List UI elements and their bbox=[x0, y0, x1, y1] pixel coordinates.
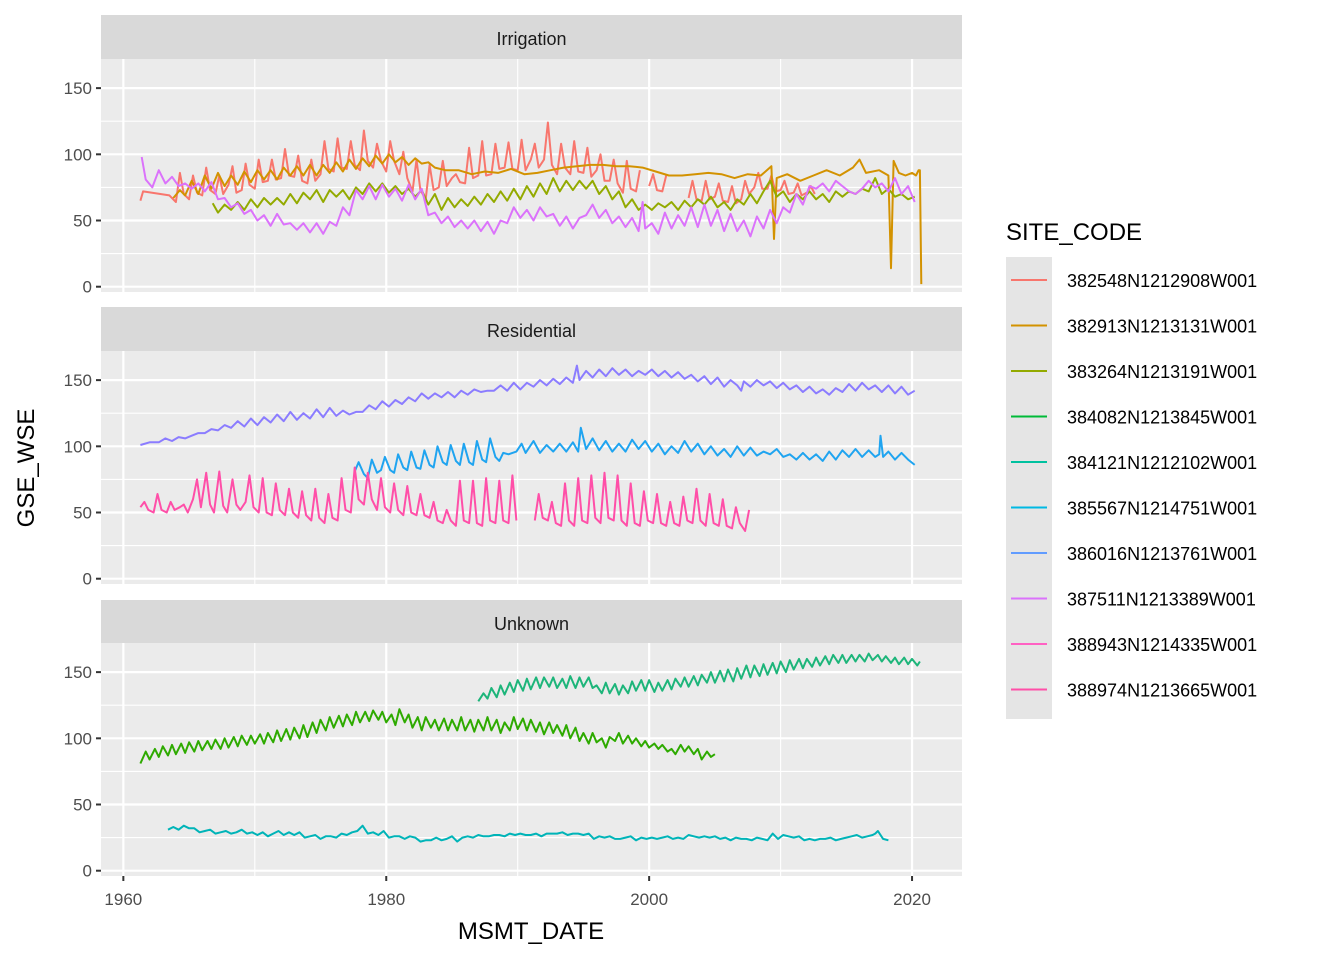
series-line-382913N1213131W001 bbox=[172, 153, 923, 285]
x-axis: 1960 1980 2000 2020 bbox=[104, 876, 931, 909]
y-tick-label: 50 bbox=[73, 504, 92, 523]
x-axis-title: MSMT_DATE bbox=[458, 918, 604, 945]
legend-key-background bbox=[1006, 257, 1052, 719]
legend-item: 385567N1214751W001 bbox=[1011, 499, 1257, 519]
x-tick-label: 1980 bbox=[367, 890, 405, 909]
panel-residential: Residential 0 50 100 150 bbox=[64, 307, 962, 589]
series-line-387511N1213389W001 bbox=[140, 364, 916, 446]
panel-unknown: Unknown 0 50 100 150 bbox=[64, 600, 962, 881]
y-tick-label: 0 bbox=[83, 862, 92, 881]
strip-background bbox=[101, 600, 962, 644]
series-line-385567N1214751W001 bbox=[167, 824, 889, 843]
legend-item: 388943N1214335W001 bbox=[1011, 635, 1257, 655]
legend-label: 388943N1214335W001 bbox=[1067, 635, 1257, 655]
series-line-388943N1214335W001 bbox=[140, 156, 916, 238]
legend-label: 386016N1213761W001 bbox=[1067, 544, 1257, 564]
legend-label: 382548N1212908W001 bbox=[1067, 271, 1257, 291]
series-line-386016N1213761W001 bbox=[353, 426, 916, 480]
strip-background bbox=[101, 307, 962, 351]
legend-title: SITE_CODE bbox=[1006, 219, 1142, 246]
y-tick-label: 50 bbox=[73, 796, 92, 815]
legend-label: 384121N1212102W001 bbox=[1067, 453, 1257, 473]
panel-background bbox=[101, 643, 962, 876]
y-axis-title: GSE_WSE bbox=[13, 409, 40, 528]
strip-background bbox=[101, 15, 962, 59]
y-tick-label: 100 bbox=[64, 437, 92, 456]
x-tick-label: 2020 bbox=[893, 890, 931, 909]
y-tick-label: 150 bbox=[64, 371, 92, 390]
legend-label: 388974N1213665W001 bbox=[1067, 681, 1257, 701]
legend-label: 383264N1213191W001 bbox=[1067, 362, 1257, 382]
x-tick-label: 2000 bbox=[630, 890, 668, 909]
legend-item: 387511N1213389W001 bbox=[1011, 590, 1256, 610]
legend-label: 387511N1213389W001 bbox=[1067, 590, 1256, 610]
y-tick-label: 150 bbox=[64, 663, 92, 682]
y-tick-label: 0 bbox=[83, 278, 92, 297]
legend-item: 382913N1213131W001 bbox=[1011, 317, 1257, 337]
legend-label: 382913N1213131W001 bbox=[1067, 317, 1257, 337]
y-tick-label: 150 bbox=[64, 79, 92, 98]
x-tick-label: 1960 bbox=[104, 890, 142, 909]
legend-label: 385567N1214751W001 bbox=[1067, 499, 1257, 519]
strip-label: Unknown bbox=[494, 614, 569, 634]
legend-item: 383264N1213191W001 bbox=[1011, 362, 1257, 382]
legend-item: 386016N1213761W001 bbox=[1011, 544, 1257, 564]
strip-label: Residential bbox=[487, 321, 576, 341]
legend-item: 384121N1212102W001 bbox=[1011, 453, 1257, 473]
strip-label: Irrigation bbox=[496, 29, 566, 49]
series-line-382548N1212908W001 bbox=[139, 121, 816, 205]
series-line-388974N1213665W001 bbox=[139, 466, 751, 532]
legend: SITE_CODE 382548N1212908W001 382913N12131… bbox=[1006, 219, 1257, 719]
legend-label: 384082N1213845W001 bbox=[1067, 408, 1257, 428]
y-tick-label: 0 bbox=[83, 570, 92, 589]
legend-item: 382548N1212908W001 bbox=[1011, 271, 1257, 291]
y-tick-label: 100 bbox=[64, 729, 92, 748]
series-line-384121N1212102W001 bbox=[477, 652, 921, 702]
panel-irrigation: Irrigation 0 50 100 150 bbox=[64, 15, 962, 297]
legend-item: 388974N1213665W001 bbox=[1011, 681, 1257, 701]
series-line-384082N1213845W001 bbox=[139, 708, 716, 764]
y-tick-label: 50 bbox=[73, 212, 92, 231]
y-tick-label: 100 bbox=[64, 145, 92, 164]
legend-item: 384082N1213845W001 bbox=[1011, 408, 1257, 428]
